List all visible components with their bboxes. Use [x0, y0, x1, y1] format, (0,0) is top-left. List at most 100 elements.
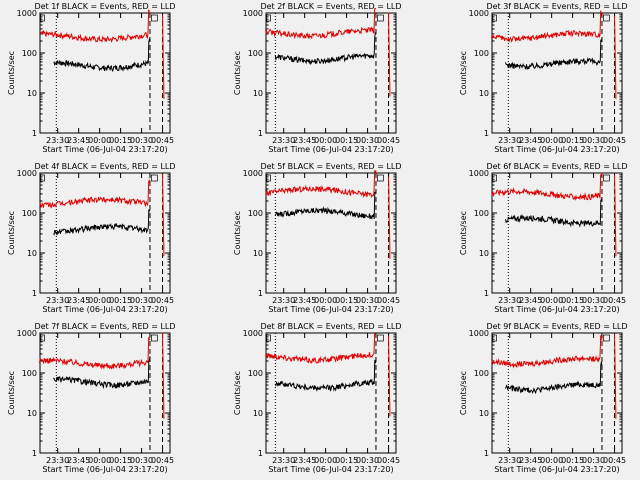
x-tick-label: 00:30: [582, 296, 605, 305]
x-tick-label: 23:45: [67, 136, 90, 145]
y-axis-label: Counts/sec: [459, 371, 468, 415]
end-marker-glyph: [377, 334, 384, 342]
lld-series-line: [265, 170, 377, 198]
detector-plot-8: Det 8f BLACK = Events, RED = LLD 1 10 100 10…: [233, 322, 402, 474]
plot-title: Det 6f BLACK = Events, RED = LLD: [486, 162, 627, 171]
plot-title: Det 5f BLACK = Events, RED = LLD: [260, 162, 401, 171]
plot-frame: [265, 172, 397, 294]
lld-series-line: [491, 172, 603, 201]
y-tick-label: 1: [484, 449, 489, 458]
x-tick-label: 23:45: [67, 296, 90, 305]
plot-frame: [265, 332, 397, 454]
start-marker-glyph: [492, 174, 497, 182]
x-tick-label: 00:30: [356, 136, 379, 145]
plot-frame: [491, 12, 623, 134]
events-series-line: [53, 38, 151, 73]
x-tick-label: 00:15: [335, 296, 358, 305]
x-tick-label: 00:30: [356, 296, 379, 305]
x-tick-label: 00:15: [561, 456, 584, 465]
x-tick-label: 00:45: [377, 136, 400, 145]
x-tick-label: 23:30: [46, 296, 69, 305]
plot-title: Det 1f BLACK = Events, RED = LLD: [34, 2, 175, 11]
y-tick-label: 10: [27, 249, 37, 258]
detector-plot-4: Det 4f BLACK = Events, RED = LLD 1 10 100 10…: [7, 162, 176, 314]
start-marker-glyph: [266, 14, 271, 22]
y-tick-label: 100: [22, 209, 37, 218]
y-tick-label: 100: [474, 49, 489, 58]
y-tick-label: 1000: [17, 169, 37, 178]
y-tick-label: 100: [22, 49, 37, 58]
end-marker-glyph: [151, 174, 158, 182]
y-tick-label: 100: [248, 209, 263, 218]
y-axis-label: Counts/sec: [459, 211, 468, 255]
lld-series-line: [491, 334, 603, 369]
x-tick-label: 00:45: [603, 456, 626, 465]
events-series-line: [505, 361, 603, 395]
x-tick-label: 00:15: [561, 136, 584, 145]
x-tick-label: 00:30: [582, 136, 605, 145]
x-tick-label: 23:30: [46, 456, 69, 465]
x-tick-label: 00:00: [540, 136, 563, 145]
y-tick-label: 1: [258, 449, 263, 458]
y-tick-label: 1000: [243, 169, 263, 178]
y-tick-label: 100: [248, 49, 263, 58]
x-tick-label: 00:30: [130, 456, 153, 465]
detector-plot-5: Det 5f BLACK = Events, RED = LLD 1 10 100 10…: [233, 162, 402, 314]
x-tick-label: 00:30: [356, 456, 379, 465]
y-tick-label: 10: [253, 409, 263, 418]
x-tick-label: 00:00: [540, 456, 563, 465]
x-tick-label: 00:00: [314, 136, 337, 145]
x-tick-label: 00:15: [335, 136, 358, 145]
x-tick-label: 00:00: [88, 296, 111, 305]
x-tick-label: 00:00: [540, 296, 563, 305]
end-marker-glyph: [377, 174, 384, 182]
y-tick-label: 1: [258, 289, 263, 298]
x-axis-label: Start Time (06-Jul-04 23:17:20): [268, 145, 393, 154]
x-tick-label: 00:45: [377, 456, 400, 465]
y-axis-label: Counts/sec: [233, 371, 242, 415]
x-axis-label: Start Time (06-Jul-04 23:17:20): [42, 305, 167, 314]
plot-title: Det 9f BLACK = Events, RED = LLD: [486, 322, 627, 331]
x-tick-label: 23:30: [272, 136, 295, 145]
y-tick-label: 10: [253, 89, 263, 98]
x-tick-label: 00:15: [335, 456, 358, 465]
x-tick-label: 00:30: [130, 136, 153, 145]
x-tick-label: 00:15: [109, 136, 132, 145]
y-tick-label: 10: [479, 409, 489, 418]
events-series-line: [274, 32, 377, 66]
lld-series-line: [265, 333, 377, 365]
plot-title: Det 4f BLACK = Events, RED = LLD: [34, 162, 175, 171]
detector-plot-3: Det 3f BLACK = Events, RED = LLD 1 10 100 10…: [459, 2, 628, 154]
start-marker-glyph: [40, 334, 45, 342]
plot-title: Det 7f BLACK = Events, RED = LLD: [34, 322, 175, 331]
x-tick-label: 23:45: [519, 456, 542, 465]
y-tick-label: 100: [248, 369, 263, 378]
y-tick-label: 1000: [469, 169, 489, 178]
y-tick-label: 1: [258, 129, 263, 138]
x-tick-label: 23:45: [519, 136, 542, 145]
y-axis-label: Counts/sec: [459, 51, 468, 95]
y-tick-label: 1000: [17, 329, 37, 338]
plot-title: Det 8f BLACK = Events, RED = LLD: [260, 322, 401, 331]
y-axis-label: Counts/sec: [7, 51, 16, 95]
x-tick-label: 00:45: [603, 296, 626, 305]
x-axis-label: Start Time (06-Jul-04 23:17:20): [494, 465, 619, 474]
plot-frame: [39, 332, 171, 454]
y-tick-label: 100: [474, 369, 489, 378]
events-series-line: [274, 191, 377, 220]
y-tick-label: 1: [32, 449, 37, 458]
end-marker-glyph: [603, 174, 610, 182]
lld-tail-line: [388, 12, 391, 97]
lld-series-line: [39, 8, 151, 43]
x-tick-label: 23:45: [519, 296, 542, 305]
y-axis-label: Counts/sec: [7, 211, 16, 255]
y-tick-label: 10: [27, 89, 37, 98]
events-series-line: [505, 38, 603, 71]
start-marker-glyph: [266, 174, 271, 182]
y-tick-label: 100: [22, 369, 37, 378]
events-series-line: [53, 356, 151, 390]
x-tick-label: 00:45: [377, 296, 400, 305]
detector-plot-2: Det 2f BLACK = Events, RED = LLD 1 10 100 10…: [233, 2, 402, 154]
lld-tail-line: [614, 15, 617, 99]
